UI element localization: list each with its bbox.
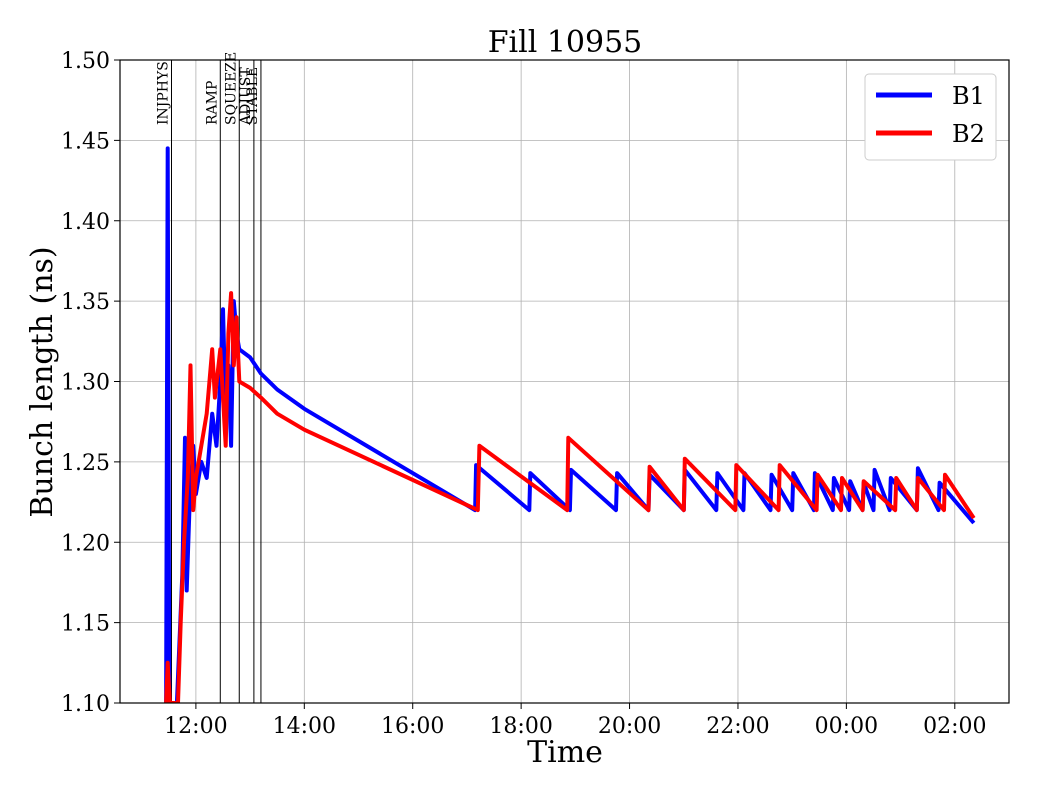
legend: B1 B2	[864, 73, 997, 161]
legend-label-b1: B1	[952, 82, 985, 110]
y-tick-label: 1.10	[61, 692, 110, 717]
axis-ticks: 12:00 14:00 16:00 18:00 20:00 22:00 00:00 02:00…	[61, 49, 986, 739]
x-tick-label: 12:00	[164, 714, 227, 739]
x-tick-label: 18:00	[489, 714, 552, 739]
legend-label-b2: B2	[952, 120, 985, 148]
y-axis-label: Bunch length (ns)	[25, 246, 60, 517]
x-axis-label: Time	[527, 735, 603, 770]
x-tick-label: 00:00	[815, 714, 878, 739]
plot-frame	[119, 59, 1010, 704]
series-line-b2	[164, 291, 976, 703]
y-tick-label: 1.30	[61, 371, 110, 396]
y-tick-label: 1.50	[61, 49, 110, 74]
phase-label-stable: STABLE	[245, 67, 261, 125]
phase-label-ramp: RAMP	[204, 81, 220, 125]
x-tick-label: 16:00	[381, 714, 444, 739]
x-tick-label: 14:00	[273, 714, 336, 739]
chart-title: Fill 10955	[488, 25, 643, 60]
y-tick-label: 1.20	[61, 531, 110, 556]
x-tick-label: 02:00	[923, 714, 986, 739]
phase-label-squeeze: SQUEEZE	[223, 52, 239, 125]
x-tick-label: 20:00	[598, 714, 661, 739]
x-tick-label: 22:00	[706, 714, 769, 739]
y-tick-label: 1.40	[61, 210, 110, 235]
y-tick-label: 1.35	[61, 290, 110, 315]
y-tick-label: 1.15	[61, 612, 110, 637]
phase-label-adjust: ADJUST	[238, 67, 254, 126]
y-tick-label: 1.25	[61, 451, 110, 476]
y-tick-label: 1.45	[61, 129, 110, 154]
phase-label-injphys: INJPHYS	[155, 61, 171, 125]
series-layer	[164, 146, 976, 703]
